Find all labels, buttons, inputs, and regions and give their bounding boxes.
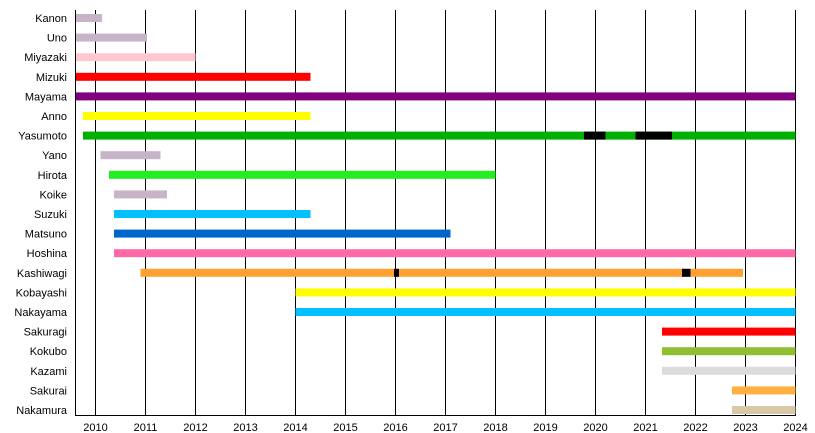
row-label: Mizuki bbox=[36, 72, 67, 84]
row-label: Nakamura bbox=[16, 405, 68, 417]
bar-nakamura bbox=[732, 406, 796, 414]
row-label: Sakurai bbox=[30, 385, 67, 397]
bar-kokubo bbox=[662, 347, 796, 356]
row-label: Nakayama bbox=[14, 307, 67, 319]
row-label: Yano bbox=[42, 150, 67, 162]
x-tick-label: 2017 bbox=[433, 422, 457, 433]
bar-anno bbox=[83, 112, 311, 120]
row-label: Mayama bbox=[25, 91, 68, 103]
bar-nakayama bbox=[295, 308, 796, 316]
row-label: Miyazaki bbox=[24, 52, 67, 64]
x-tick-label: 2024 bbox=[783, 422, 807, 433]
x-tick-label: 2018 bbox=[483, 422, 507, 433]
bar-yano bbox=[100, 151, 161, 160]
x-tick-label: 2022 bbox=[683, 422, 707, 433]
bar-sakuragi bbox=[662, 327, 796, 336]
bar-break-yasumoto bbox=[584, 131, 606, 140]
row-labels: Kanon Uno Miyazaki Mizuki Mayama Anno Yasumoto… bbox=[14, 13, 67, 417]
bars bbox=[75, 14, 796, 414]
row-label: Hirota bbox=[38, 170, 68, 182]
bar-mayama bbox=[75, 92, 796, 101]
x-tick-label: 2020 bbox=[583, 422, 607, 433]
bar-break-kashiwagi bbox=[682, 268, 691, 277]
bar-suzuki bbox=[114, 210, 311, 218]
row-label: Suzuki bbox=[34, 209, 67, 221]
bar-mizuki bbox=[75, 72, 311, 81]
bar-break-kashiwagi bbox=[394, 268, 399, 277]
row-label: Sakuragi bbox=[24, 327, 67, 339]
x-tick-labels: 2010 2011 2012 2013 2014 2015 2016 2017 2018 2019… bbox=[83, 422, 807, 433]
row-label: Yasumoto bbox=[18, 131, 67, 143]
x-tick-label: 2021 bbox=[633, 422, 657, 433]
row-label: Uno bbox=[47, 33, 67, 45]
bar-hoshina bbox=[114, 249, 796, 258]
bar-matsuno bbox=[114, 229, 451, 238]
row-label: Matsuno bbox=[25, 229, 67, 241]
row-label: Kashiwagi bbox=[17, 268, 67, 280]
row-label: Kokubo bbox=[30, 346, 67, 358]
bar-kanon bbox=[75, 14, 102, 22]
x-tick-label: 2014 bbox=[283, 422, 307, 433]
row-label: Kobayashi bbox=[16, 287, 67, 299]
bar-kazami bbox=[662, 366, 796, 375]
bar-kashiwagi bbox=[140, 268, 743, 277]
row-label: Kazami bbox=[30, 366, 67, 378]
bar-sakurai bbox=[732, 386, 796, 395]
bar-koike bbox=[114, 190, 167, 199]
x-tick-label: 2016 bbox=[383, 422, 407, 433]
row-label: Koike bbox=[39, 189, 67, 201]
bar-yasumoto bbox=[83, 131, 796, 140]
x-tick-label: 2011 bbox=[134, 422, 158, 433]
bar-kobayashi bbox=[295, 288, 796, 297]
row-label: Kanon bbox=[35, 13, 67, 25]
bar-miyazaki bbox=[75, 53, 196, 62]
x-tick-label: 2023 bbox=[733, 422, 757, 433]
x-tick-label: 2010 bbox=[83, 422, 107, 433]
x-tick-label: 2013 bbox=[233, 422, 257, 433]
row-label: Anno bbox=[41, 111, 67, 123]
bar-uno bbox=[75, 33, 147, 42]
row-label: Hoshina bbox=[27, 248, 68, 260]
x-tick-label: 2012 bbox=[183, 422, 207, 433]
bar-hirota bbox=[109, 170, 496, 179]
x-tick-label: 2015 bbox=[333, 422, 357, 433]
x-tick-label: 2019 bbox=[533, 422, 557, 433]
bar-break-yasumoto bbox=[635, 131, 672, 140]
